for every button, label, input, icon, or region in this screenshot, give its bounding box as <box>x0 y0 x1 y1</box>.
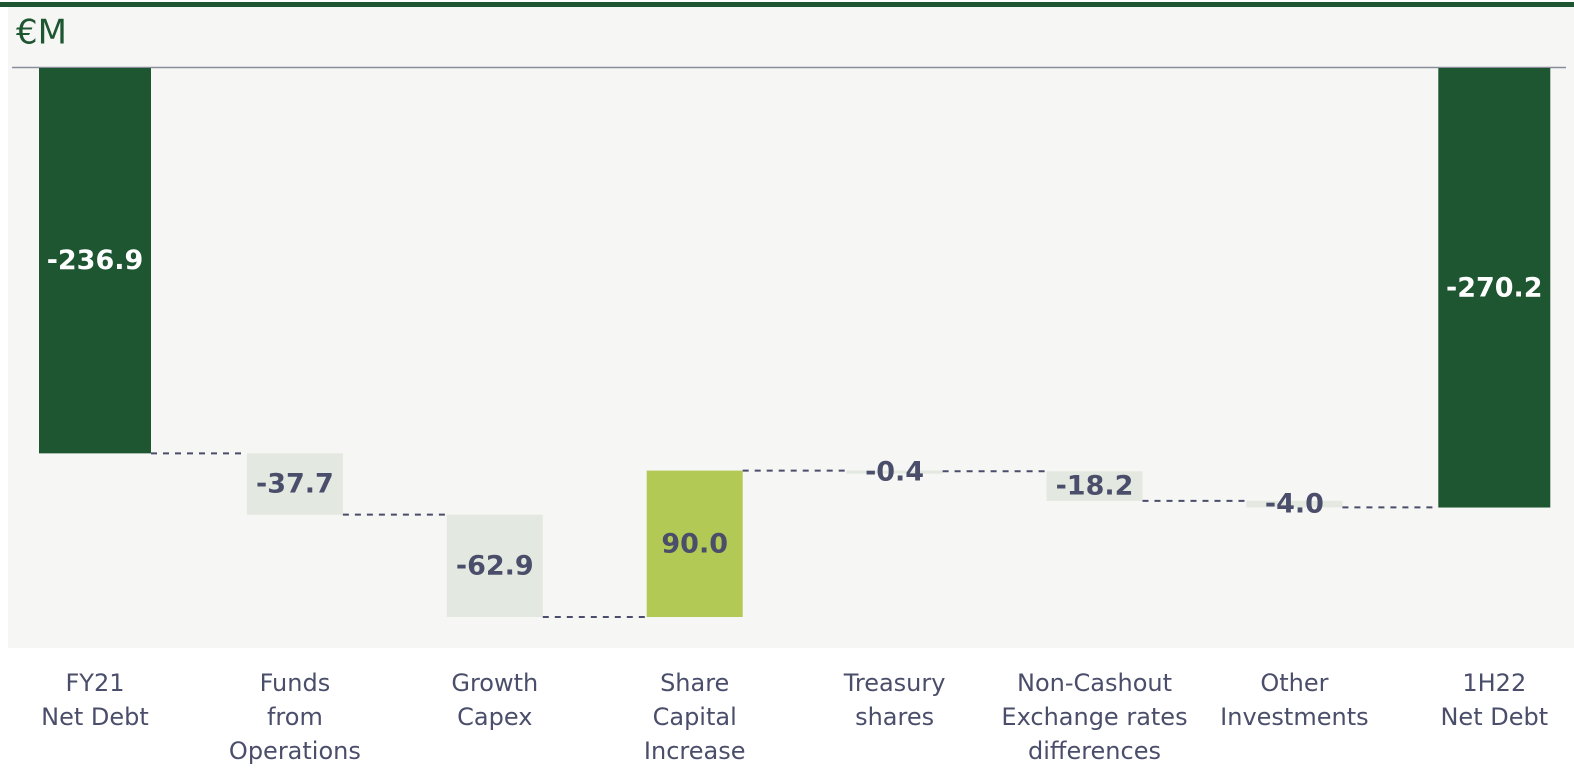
x-tick-label: Non-Cashout <box>1017 669 1172 697</box>
x-tick-label: shares <box>855 703 934 731</box>
value-label: -236.9 <box>47 245 144 276</box>
x-tick-label: from <box>267 703 323 731</box>
x-tick-label: Net Debt <box>1440 703 1548 731</box>
x-tick-label: Treasury <box>843 669 946 697</box>
chart-title: €M <box>16 13 67 53</box>
bar <box>446 514 543 617</box>
plot-background <box>8 6 1574 648</box>
value-label: -18.2 <box>1056 471 1134 502</box>
value-label: -37.7 <box>256 469 334 500</box>
x-tick-label: Growth <box>451 669 538 697</box>
value-label: 90.0 <box>661 528 728 559</box>
bar <box>246 453 343 515</box>
x-tick-label: Capex <box>457 703 532 731</box>
value-label: -4.0 <box>1265 489 1324 520</box>
bar <box>846 470 943 474</box>
x-tick-label: Funds <box>260 669 331 697</box>
x-tick-label: Share <box>660 669 729 697</box>
bar <box>646 470 743 617</box>
value-label: -0.4 <box>865 457 924 488</box>
bar <box>1246 500 1343 508</box>
bar <box>1438 68 1551 508</box>
top-rule <box>0 2 1574 7</box>
bar <box>39 68 151 454</box>
x-tick-label: Increase <box>644 737 746 765</box>
x-tick-label: Net Debt <box>41 703 149 731</box>
x-tick-label: Operations <box>229 737 361 765</box>
x-tick-label: 1H22 <box>1462 669 1526 697</box>
x-tick-label: differences <box>1028 737 1161 765</box>
x-tick-label: Investments <box>1220 703 1368 731</box>
value-label: -62.9 <box>456 550 534 581</box>
x-tick-label: FY21 <box>65 669 124 697</box>
bar <box>1046 471 1143 501</box>
x-tick-label: Exchange rates <box>1001 703 1187 731</box>
x-tick-label: Capital <box>653 703 737 731</box>
value-label: -270.2 <box>1446 272 1543 303</box>
x-tick-label: Other <box>1260 669 1328 697</box>
